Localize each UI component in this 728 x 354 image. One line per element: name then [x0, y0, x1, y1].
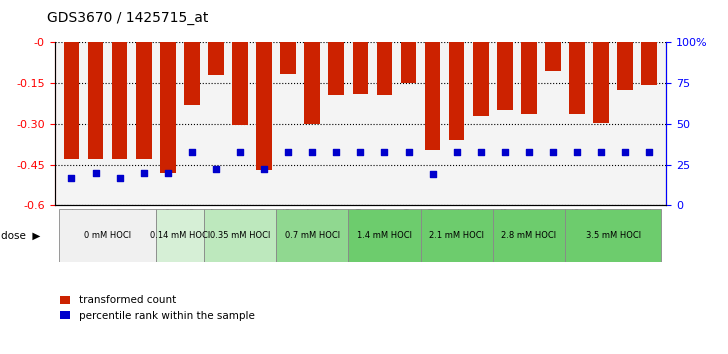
Bar — [521, 42, 537, 114]
Bar — [232, 42, 248, 125]
Point — [620, 149, 631, 154]
Text: 2.1 mM HOCl: 2.1 mM HOCl — [430, 231, 484, 240]
Text: 0 mM HOCl: 0 mM HOCl — [84, 231, 131, 240]
Point — [66, 175, 77, 181]
Point — [162, 170, 173, 176]
Bar — [569, 42, 585, 114]
Bar — [593, 42, 609, 122]
Bar — [493, 209, 565, 262]
Bar — [421, 209, 493, 262]
Text: GDS3670 / 1425715_at: GDS3670 / 1425715_at — [47, 11, 209, 25]
Bar — [112, 42, 127, 159]
Text: 0.7 mM HOCl: 0.7 mM HOCl — [285, 231, 340, 240]
Bar — [136, 42, 151, 159]
Bar — [545, 42, 561, 71]
Bar — [63, 42, 79, 159]
Bar — [184, 42, 199, 105]
Point — [282, 149, 294, 154]
Bar — [565, 209, 661, 262]
Bar — [641, 42, 657, 85]
Point — [403, 149, 414, 154]
Point — [90, 170, 101, 176]
Point — [547, 149, 559, 154]
Bar — [348, 209, 421, 262]
Bar — [256, 42, 272, 170]
Point — [451, 149, 462, 154]
Point — [355, 149, 366, 154]
Text: 3.5 mM HOCl: 3.5 mM HOCl — [585, 231, 641, 240]
Point — [644, 149, 655, 154]
Bar — [617, 42, 633, 90]
Point — [138, 170, 149, 176]
Text: 0.14 mM HOCl: 0.14 mM HOCl — [150, 231, 210, 240]
Point — [234, 149, 246, 154]
Point — [475, 149, 486, 154]
Bar — [156, 209, 204, 262]
Bar — [60, 209, 156, 262]
Bar — [376, 42, 392, 96]
Point — [596, 149, 607, 154]
Text: 0.35 mM HOCl: 0.35 mM HOCl — [210, 231, 270, 240]
Point — [571, 149, 583, 154]
Bar — [352, 42, 368, 94]
Bar — [304, 42, 320, 124]
Bar — [400, 42, 416, 83]
Text: 2.8 mM HOCl: 2.8 mM HOCl — [502, 231, 556, 240]
Point — [210, 167, 222, 172]
Legend: transformed count, percentile rank within the sample: transformed count, percentile rank withi… — [60, 296, 254, 321]
Bar — [208, 42, 223, 75]
Point — [331, 149, 342, 154]
Bar — [276, 209, 348, 262]
Point — [379, 149, 390, 154]
Point — [258, 167, 270, 172]
Point — [114, 175, 125, 181]
Bar — [497, 42, 513, 110]
Text: dose  ▶: dose ▶ — [1, 230, 41, 240]
Bar — [280, 42, 296, 74]
Bar — [328, 42, 344, 96]
Point — [523, 149, 534, 154]
Point — [427, 172, 438, 177]
Text: 1.4 mM HOCl: 1.4 mM HOCl — [357, 231, 412, 240]
Point — [306, 149, 318, 154]
Bar — [204, 209, 276, 262]
Bar — [449, 42, 464, 140]
Bar — [473, 42, 488, 116]
Point — [186, 149, 198, 154]
Point — [499, 149, 510, 154]
Bar — [160, 42, 175, 173]
Bar — [87, 42, 103, 159]
Bar — [424, 42, 440, 150]
